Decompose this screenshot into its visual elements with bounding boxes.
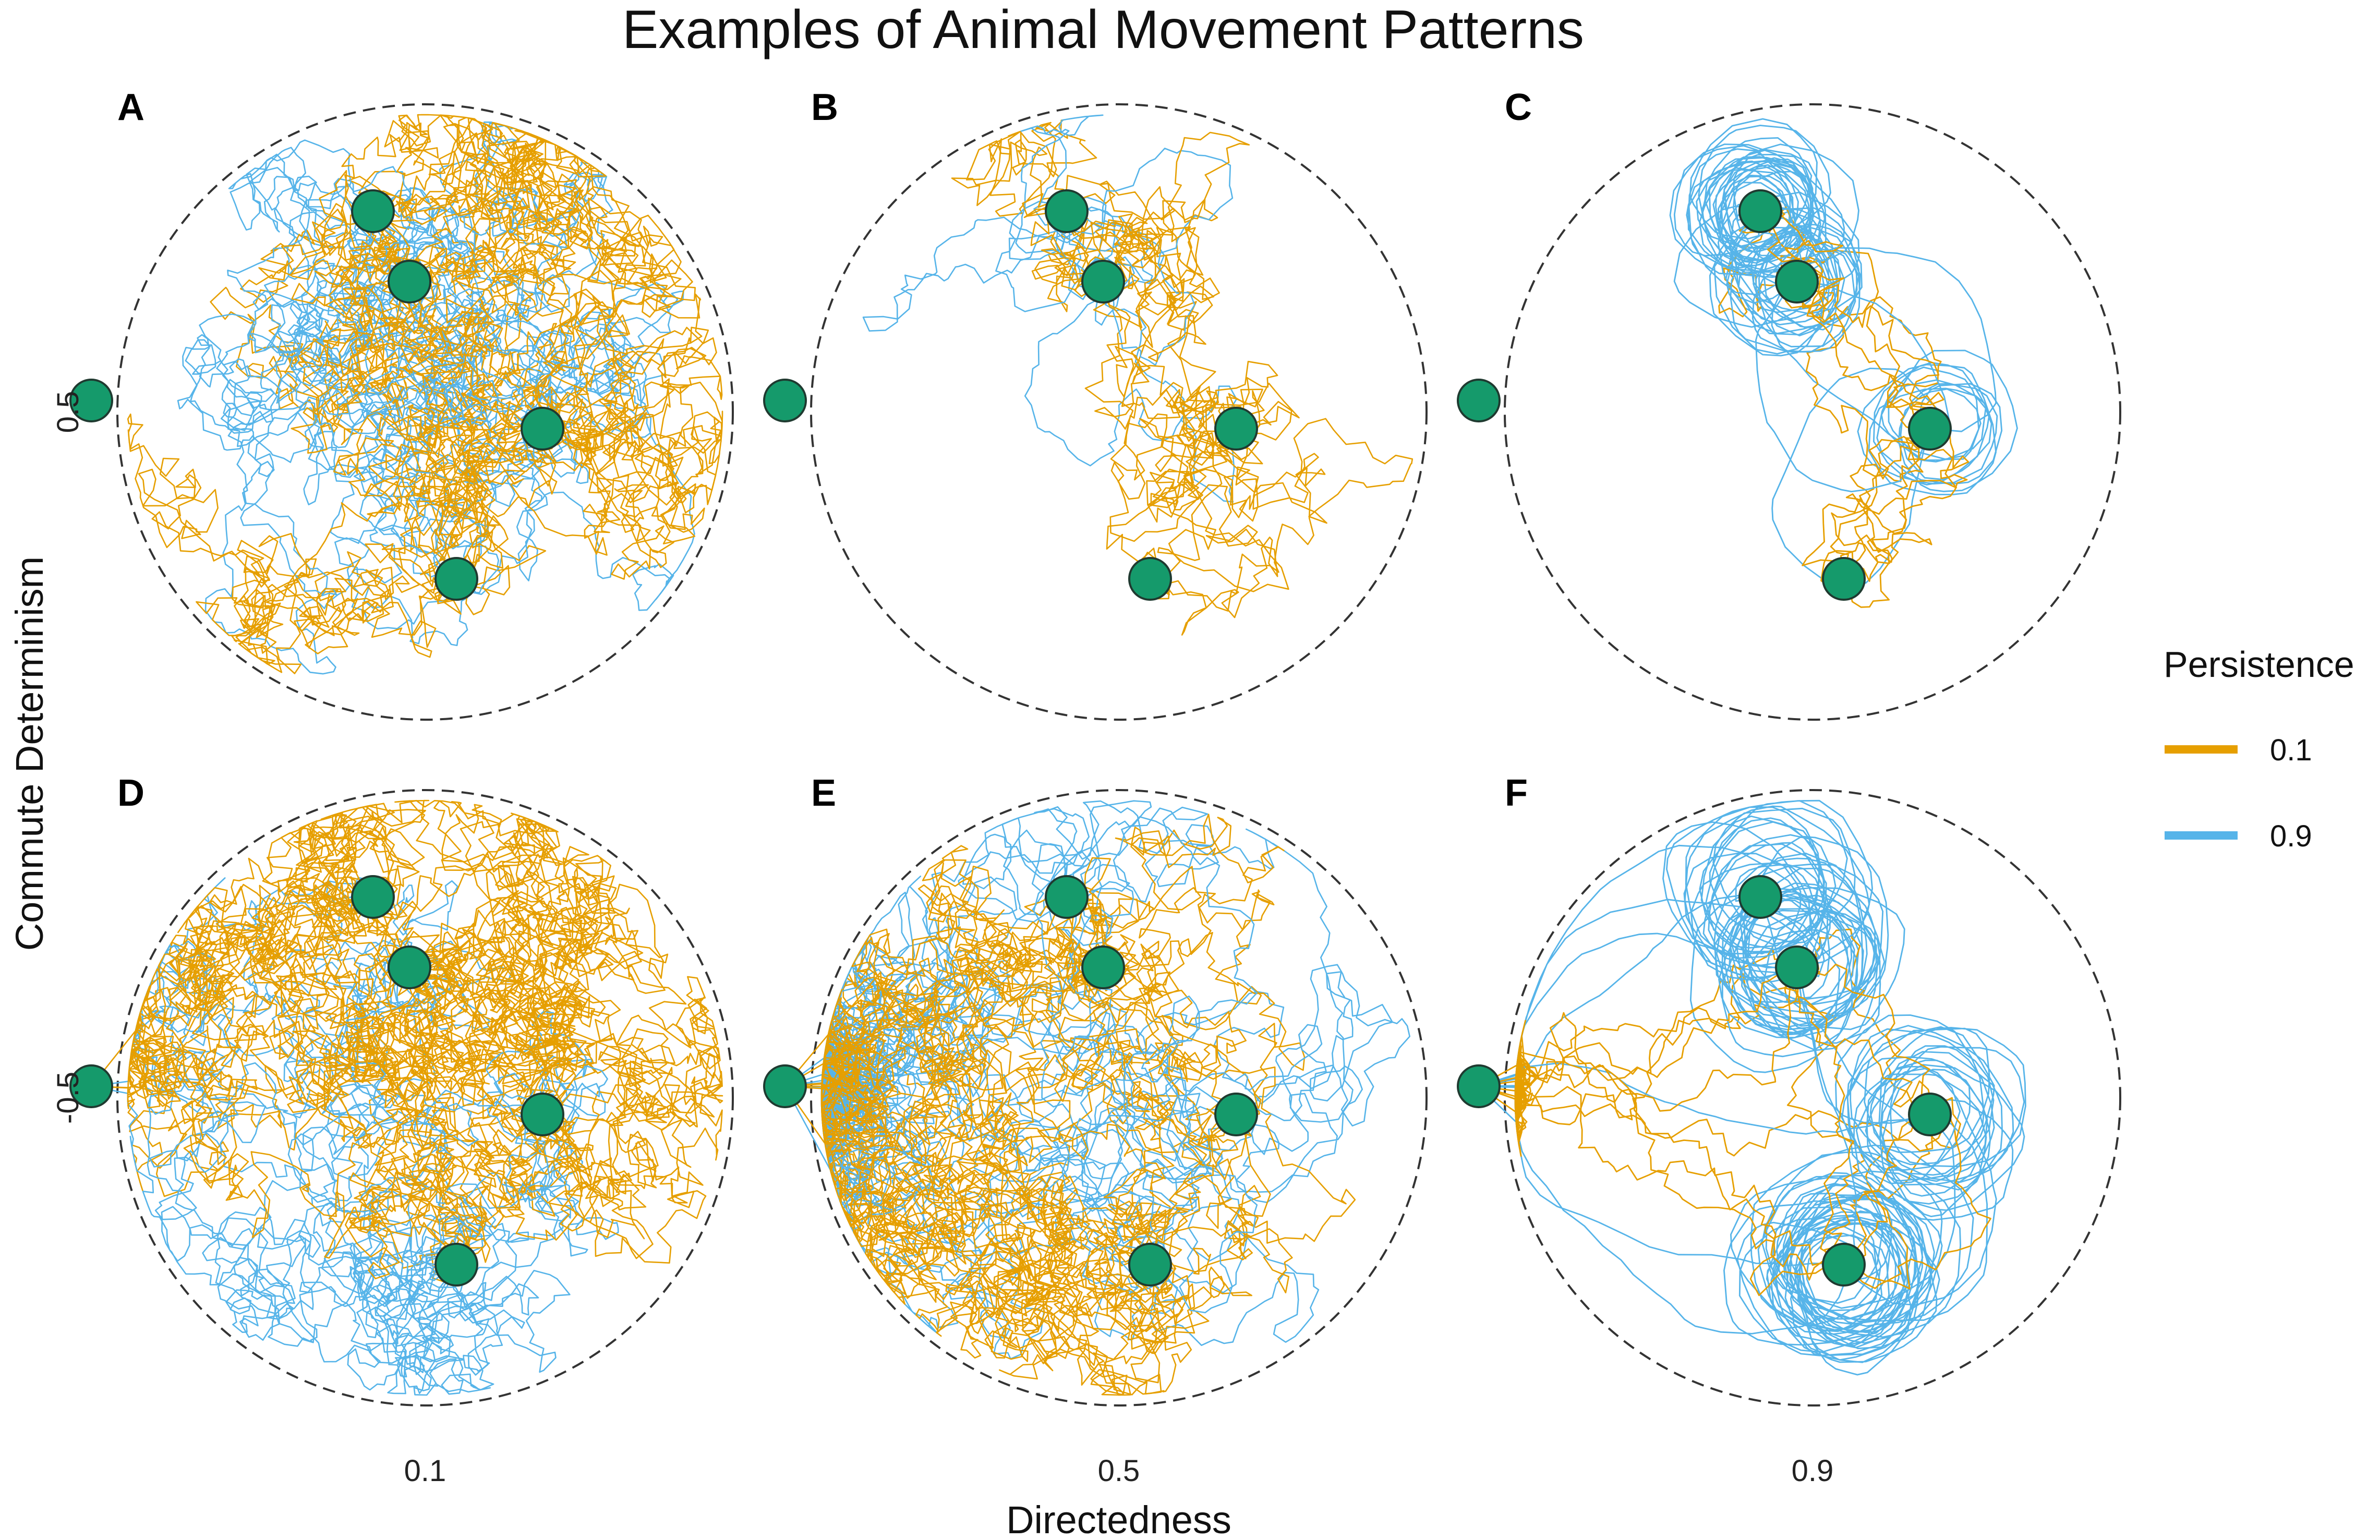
site-marker [1908, 407, 1952, 451]
track-persistence-0.1 [90, 799, 723, 1280]
y-tick--0.5: -0.5 [51, 1072, 85, 1124]
site-marker [351, 875, 395, 919]
site-marker [1457, 1064, 1501, 1108]
panel-C: C [1457, 87, 2121, 721]
site-marker [434, 1243, 478, 1287]
site-marker [521, 407, 564, 451]
legend-label-0.9: 0.9 [2270, 819, 2312, 853]
boundary-circle [1504, 789, 2121, 1406]
site-marker [521, 1093, 564, 1136]
chart-title: Examples of Animal Movement Patterns [622, 0, 1584, 60]
site-marker [763, 1064, 807, 1108]
site-marker [1738, 189, 1782, 233]
legend-title: Persistence [2164, 644, 2354, 685]
panel-B: B [763, 87, 1428, 721]
panel-letter-C: C [1505, 87, 1532, 128]
y-tick-0.5: 0.5 [51, 391, 85, 433]
site-marker [1822, 557, 1866, 601]
track-persistence-0.1 [127, 114, 717, 665]
panel-letter-A: A [117, 87, 144, 128]
site-marker [1045, 875, 1089, 919]
site-marker [1908, 1093, 1952, 1136]
track-persistence-0.9 [1669, 125, 1951, 492]
track-persistence-0.1 [1022, 131, 1413, 612]
site-marker [1775, 260, 1819, 304]
x-tick-0.5: 0.5 [1098, 1454, 1140, 1488]
panel-A: A [69, 87, 734, 721]
boundary-circle [116, 103, 734, 721]
site-marker [1822, 1243, 1866, 1287]
boundary-circle [810, 103, 1428, 721]
boundary-circle [1504, 103, 2121, 721]
track-persistence-0.9 [995, 114, 1234, 366]
site-marker [434, 557, 478, 601]
site-marker [1457, 379, 1501, 422]
site-marker [1045, 189, 1089, 233]
legend: Persistence 0.1 0.9 [2164, 644, 2354, 853]
site-marker [69, 379, 113, 422]
x-tick-0.1: 0.1 [404, 1454, 446, 1488]
boundary-circle [810, 789, 1428, 1406]
y-axis-title: Commute Determinism [8, 556, 51, 951]
x-tick-0.9: 0.9 [1792, 1454, 1834, 1488]
site-marker [1128, 1243, 1172, 1287]
track-persistence-0.1 [1478, 928, 1957, 1269]
panel-letter-D: D [117, 772, 144, 814]
panel-E: E [763, 772, 1428, 1406]
site-marker [388, 260, 431, 304]
panel-D: D [69, 772, 734, 1406]
track-persistence-0.9 [150, 877, 619, 1394]
panel-letter-B: B [811, 87, 838, 128]
site-marker [763, 379, 807, 422]
panel-letter-E: E [811, 772, 836, 814]
x-axis-title: Directedness [1006, 1498, 1231, 1540]
track-persistence-0.1 [1478, 963, 1991, 1296]
panels: A B C D E F [69, 87, 2121, 1406]
panel-F: F [1457, 772, 2121, 1406]
track-persistence-0.9 [90, 944, 608, 1396]
legend-label-0.1: 0.1 [2270, 733, 2312, 767]
site-marker [1081, 260, 1125, 304]
site-marker [1214, 1093, 1258, 1136]
site-marker [351, 189, 395, 233]
panel-letter-F: F [1505, 772, 1528, 814]
site-marker [69, 1064, 113, 1108]
site-marker [1214, 407, 1258, 451]
site-marker [1081, 945, 1125, 989]
site-marker [1128, 557, 1172, 601]
site-marker [1738, 875, 1782, 919]
site-marker [388, 945, 431, 989]
track-persistence-0.9 [1673, 118, 2018, 584]
boundary-circle [116, 789, 734, 1406]
site-marker [1775, 945, 1819, 989]
track-persistence-0.9 [1478, 799, 1988, 1376]
track-persistence-0.1 [1718, 192, 1945, 582]
track-persistence-0.1 [784, 845, 1271, 1396]
